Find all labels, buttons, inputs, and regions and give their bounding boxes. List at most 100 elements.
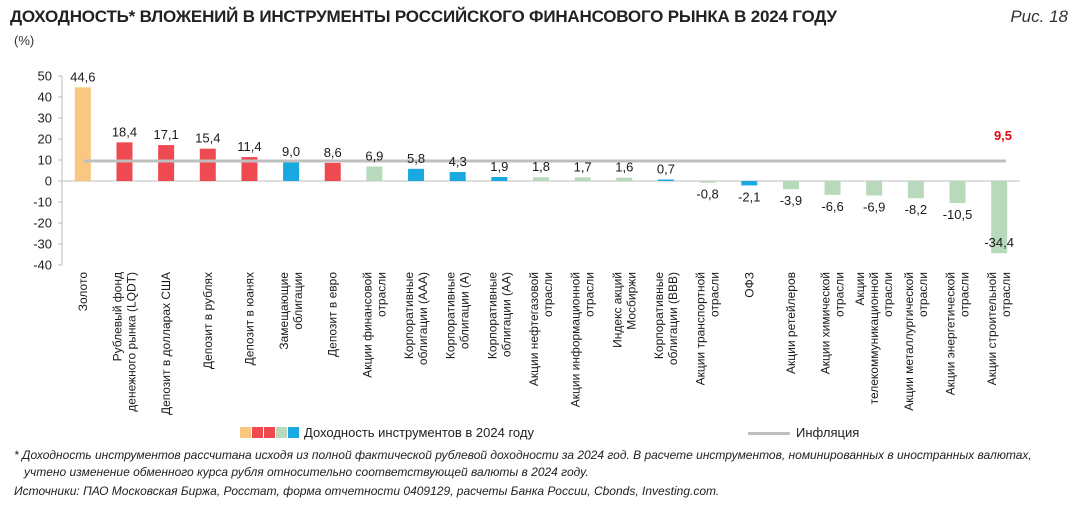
x-category-label-line: Депозит в рублях [201, 272, 215, 369]
bar [741, 181, 758, 186]
value-label: 4,3 [449, 154, 467, 169]
bar [449, 171, 466, 181]
x-category-label: Акции металлургическойотрасли [902, 272, 930, 411]
x-category-label-line: отрасли [958, 272, 972, 317]
legend-swatch-red-1 [252, 427, 263, 438]
x-category-label: Акции строительнойотрасли [985, 272, 1013, 385]
figure-label: Рис. 18 [1010, 7, 1068, 26]
value-label: 1,7 [574, 159, 592, 174]
bar [574, 177, 591, 181]
footnote-line-1: * Доходность инструментов рассчитана исх… [14, 448, 1032, 462]
x-category-label-line: отрасли [708, 272, 722, 317]
value-label: 18,4 [112, 124, 137, 139]
y-tick-label: 50 [38, 69, 52, 84]
x-category-label-line: Акции химической [819, 272, 833, 374]
x-category-label: Депозит в рублях [201, 272, 215, 369]
x-category-label-line: облигации (АА) [499, 272, 513, 357]
value-label: 0,7 [657, 162, 675, 177]
x-category-label-line: Корпоративные [444, 272, 458, 359]
chart-title: ДОХОДНОСТЬ* ВЛОЖЕНИЙ В ИНСТРУМЕНТЫ РОССИ… [10, 7, 837, 26]
x-category-label: Акции химическойотрасли [819, 272, 847, 374]
x-category-label: Золото [76, 272, 90, 312]
x-category-label: Акции информационнойотрасли [569, 272, 597, 407]
y-tick-label: -40 [33, 258, 52, 273]
value-label: -10,5 [943, 207, 973, 222]
y-tick-label: 30 [38, 111, 52, 126]
value-label: -0,8 [696, 187, 718, 202]
x-category-label-line: Акции ретейлеров [784, 272, 798, 374]
value-label: 8,6 [324, 145, 342, 160]
x-category-label: Акции транспортнойотрасли [694, 272, 722, 385]
x-category-label-line: Депозит в долларах США [159, 272, 173, 415]
x-category-label-line: Индекс акций [610, 272, 624, 348]
y-tick-label: -20 [33, 216, 52, 231]
bar [241, 157, 258, 181]
bar [824, 181, 841, 195]
x-category-label: Рублевый фондденежного рынка (LQDT) [110, 272, 138, 412]
bar [657, 179, 674, 181]
x-category-label-line: Акции транспортной [694, 272, 708, 385]
x-category-label-line: отрасли [583, 272, 597, 317]
value-label: -34,4 [984, 235, 1014, 250]
x-category-label: Депозит в долларах США [159, 272, 173, 415]
bar [158, 145, 175, 181]
x-category-label: Корпоративныеоблигации (ААА) [402, 272, 430, 365]
sources-note: Источники: ПАО Московская Биржа, Росстат… [14, 484, 720, 498]
y-tick-label: -30 [33, 237, 52, 252]
bar [991, 181, 1008, 254]
bar [533, 177, 549, 181]
value-label: 1,9 [490, 159, 508, 174]
x-category-label-line: Акции информационной [569, 272, 583, 407]
legend-inflation-line [748, 432, 790, 435]
x-category-label-line: Акции энергетической [944, 272, 958, 395]
x-category-label-line: Замещающие [277, 272, 291, 350]
value-label: 15,4 [195, 131, 220, 146]
x-category-label-line: отрасли [541, 272, 555, 317]
x-category-label-line: ОФЗ [742, 272, 756, 298]
x-category-label-line: Мосбиржи [624, 272, 638, 330]
x-category-label-line: Депозит в юанях [242, 272, 256, 365]
y-tick-label: 0 [45, 174, 52, 189]
value-label: -6,6 [821, 199, 843, 214]
x-category-label-line: облигации (ААА) [416, 272, 430, 365]
x-category-label: ОФЗ [742, 272, 756, 298]
x-category-label: Акции энергетическойотрасли [944, 272, 972, 395]
x-category-label-line: облигации (ВВВ) [666, 272, 680, 365]
legend-swatch-gold [240, 427, 251, 438]
inflation-value-label: 9,5 [994, 128, 1012, 143]
x-category-label: Замещающиеоблигации [277, 272, 305, 350]
x-category-label-line: облигации [291, 272, 305, 330]
legend-inflation-label: Инфляция [796, 425, 860, 440]
x-category-label-line: отрасли [999, 272, 1013, 317]
bar [907, 181, 924, 199]
bar [866, 181, 883, 196]
x-category-label-line: Корпоративные [485, 272, 499, 359]
bar [782, 181, 799, 190]
x-category-label-line: Акции [853, 272, 867, 306]
legend-returns-label: Доходность инструментов в 2024 году [304, 425, 534, 440]
x-category-label-line: Депозит в евро [326, 272, 340, 357]
unit-label: (%) [14, 33, 35, 48]
value-label: 5,8 [407, 151, 425, 166]
footnote-line-2: учтено изменение обменного курса рубля о… [24, 465, 589, 479]
x-category-label-line: Золото [76, 272, 90, 312]
value-label: 9,0 [282, 144, 300, 159]
x-category-label-line: отрасли [833, 272, 847, 317]
value-label: 17,1 [153, 127, 178, 142]
bar [283, 162, 300, 181]
x-category-label-line: Акции финансовой [360, 272, 374, 378]
x-category-label: Депозит в юанях [242, 272, 256, 365]
y-tick-label: -10 [33, 195, 52, 210]
x-category-label: Индекс акцийМосбиржи [610, 272, 638, 348]
value-label: -3,9 [780, 193, 802, 208]
legend-swatch-blue [288, 427, 299, 438]
bar [699, 181, 716, 183]
x-category-label-line: Акции строительной [985, 272, 999, 385]
bar [324, 162, 341, 181]
value-label: 1,8 [532, 159, 550, 174]
bar [949, 181, 966, 204]
x-category-label: Депозит в евро [326, 272, 340, 357]
value-label: -8,2 [905, 202, 927, 217]
value-label: 6,9 [365, 149, 383, 164]
x-category-label: Акциителекоммуникационнойотрасли [853, 272, 895, 404]
